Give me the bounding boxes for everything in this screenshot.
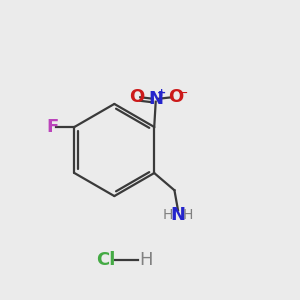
Text: −: − [177, 87, 188, 100]
Text: Cl: Cl [96, 251, 116, 269]
Text: H: H [163, 208, 173, 222]
Text: F: F [46, 118, 58, 136]
Text: O: O [168, 88, 184, 106]
Text: H: H [140, 251, 153, 269]
Text: +: + [156, 88, 166, 98]
Text: H: H [183, 208, 193, 222]
Text: N: N [170, 206, 185, 224]
Text: N: N [148, 90, 163, 108]
Text: O: O [129, 88, 144, 106]
